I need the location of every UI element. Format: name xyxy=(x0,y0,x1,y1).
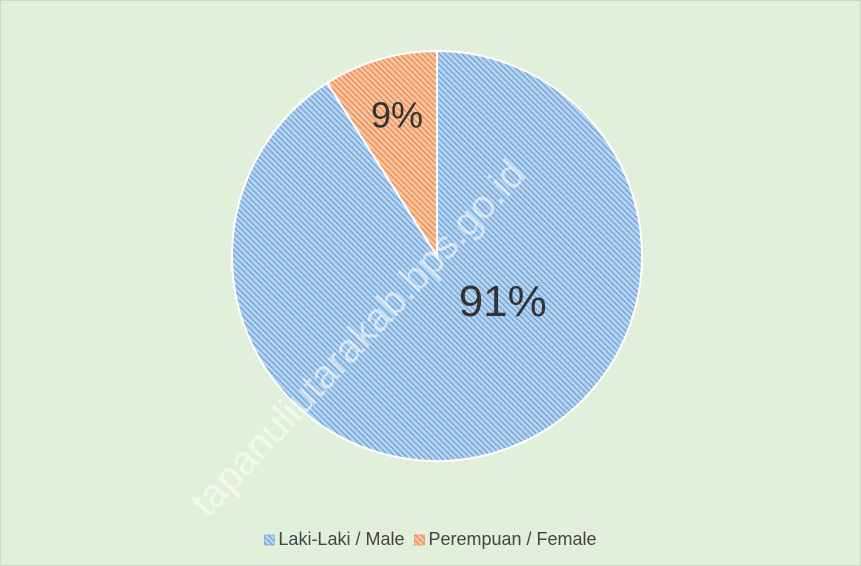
pie-slice xyxy=(325,49,438,260)
legend-label: Laki-Laki / Male xyxy=(278,529,404,549)
legend-label: Perempuan / Female xyxy=(428,529,596,549)
legend-swatch xyxy=(414,534,425,546)
legend: Laki-Laki / Male Perempuan / Female xyxy=(264,529,597,549)
data-label: 91% xyxy=(459,277,547,326)
legend-swatch xyxy=(264,534,275,546)
pie: 91% 9% xyxy=(231,49,643,462)
data-label: 9% xyxy=(371,95,423,136)
